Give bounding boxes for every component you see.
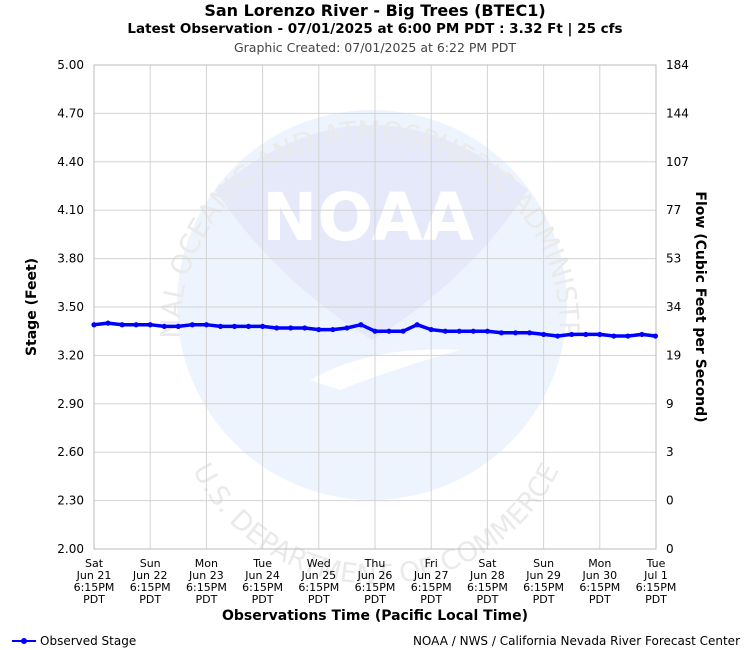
data-point — [105, 320, 111, 326]
data-point — [245, 323, 252, 329]
x-tick-label: Thu Jun 26 6:15PM PDT — [355, 557, 396, 606]
data-point — [555, 333, 561, 339]
data-point — [161, 323, 167, 329]
y2-tick-label: 0 — [666, 542, 674, 556]
y2-tick-label: 184 — [666, 58, 689, 72]
legend-label: Observed Stage — [40, 634, 137, 648]
data-point — [611, 333, 617, 339]
data-point — [231, 323, 238, 329]
y2-tick-label: 9 — [666, 397, 674, 411]
data-point — [189, 322, 195, 328]
y-tick-label: 4.10 — [57, 203, 84, 217]
x-tick-label: Mon Jun 30 6:15PM PDT — [579, 557, 620, 606]
y-tick-label: 3.20 — [57, 348, 84, 362]
y2-tick-label: 144 — [666, 106, 689, 120]
data-point — [119, 322, 125, 328]
x-axis: Sat Jun 21 6:15PM PDT Sun Jun 22 6:15PM PDT Mon J… — [74, 557, 677, 606]
data-point — [344, 325, 350, 331]
data-point — [541, 331, 547, 338]
y-tick-label: 2.90 — [57, 397, 84, 411]
data-point — [260, 323, 266, 329]
data-point — [652, 333, 659, 339]
x-tick-label: Tue Jul 1 6:15PM PDT — [636, 557, 677, 606]
noaa-watermark: NOAA NATIONAL OCEANIC AND ATMOSPHERIC AD… — [0, 0, 584, 591]
data-point — [274, 325, 280, 331]
y-tick-label: 2.30 — [57, 494, 84, 508]
data-point — [470, 328, 476, 334]
data-point — [597, 331, 603, 338]
latest-observation: Latest Observation - 07/01/2025 at 6:00 … — [127, 21, 623, 37]
data-point — [358, 322, 364, 328]
y-axis: 2.00 2.30 2.60 2.90 3.20 3.50 3.80 4.10 4.40 4.70… — [57, 58, 84, 556]
x-tick-label: Fri Jun 27 6:15PM PDT — [411, 557, 452, 606]
x-tick-label: Mon Jun 23 6:15PM PDT — [186, 557, 227, 606]
data-point — [512, 330, 519, 336]
data-point — [175, 323, 181, 329]
y2-tick-label: 34 — [666, 300, 681, 314]
y2-tick-label: 19 — [666, 348, 681, 362]
y2-tick-label: 0 — [666, 494, 674, 508]
data-point — [625, 333, 631, 339]
x-tick-label: Sun Jun 29 6:15PM PDT — [523, 557, 564, 606]
y-tick-label: 3.80 — [57, 252, 84, 266]
y-tick-label: 4.70 — [57, 106, 84, 120]
data-point — [372, 328, 378, 334]
data-point — [484, 328, 490, 334]
data-point — [569, 331, 575, 338]
y-tick-label: 2.60 — [57, 445, 84, 459]
y-tick-label: 4.40 — [57, 155, 84, 169]
grid — [93, 64, 657, 550]
y2-axis: 0 0 3 9 19 34 53 77 107 144 184 — [666, 58, 689, 556]
credit-text: NOAA / NWS / California Nevada River For… — [412, 634, 740, 648]
data-point — [91, 322, 97, 328]
noaa-logo-text: NOAA — [262, 179, 474, 256]
y-tick-label: 3.50 — [57, 300, 84, 314]
data-point — [414, 322, 420, 328]
x-tick-label: Wed Jun 25 6:15PM PDT — [298, 557, 339, 606]
y-tick-label: 2.00 — [57, 542, 84, 556]
data-point — [400, 328, 406, 334]
data-point — [442, 328, 448, 334]
y2-tick-label: 107 — [666, 155, 689, 169]
data-point — [639, 331, 645, 338]
x-tick-label: Tue Jun 24 6:15PM PDT — [242, 557, 283, 606]
y-tick-label: 5.00 — [57, 58, 84, 72]
graphic-created: Graphic Created: 07/01/2025 at 6:22 PM P… — [233, 40, 516, 55]
legend: Observed Stage — [12, 634, 136, 648]
chart-title: San Lorenzo River - Big Trees (BTEC1) — [204, 1, 546, 20]
data-point — [526, 330, 533, 336]
data-point — [288, 325, 294, 331]
data-point — [583, 331, 589, 338]
y2-tick-label: 3 — [666, 445, 674, 459]
data-point — [147, 322, 153, 328]
data-point — [302, 325, 308, 331]
data-point — [133, 322, 139, 328]
data-point — [203, 322, 209, 328]
data-point — [330, 326, 336, 333]
x-tick-label: Sun Jun 22 6:15PM PDT — [130, 557, 171, 606]
y-axis-label: Stage (Feet) — [24, 258, 40, 356]
data-point — [498, 330, 505, 336]
data-point — [386, 328, 392, 334]
x-axis-label: Observations Time (Pacific Local Time) — [222, 608, 528, 624]
y2-tick-label: 53 — [666, 252, 681, 266]
data-point — [316, 326, 322, 333]
series-observed-stage — [91, 320, 659, 339]
y2-axis-label: Flow (Cubic Feet per Second) — [692, 191, 708, 422]
x-tick-label: Sat Jun 21 6:15PM PDT — [74, 557, 115, 606]
data-point — [428, 326, 434, 333]
data-point — [456, 328, 462, 334]
stage-chart: NOAA NATIONAL OCEANIC AND ATMOSPHERIC AD… — [0, 0, 708, 624]
x-tick-label: Sat Jun 28 6:15PM PDT — [467, 557, 508, 606]
y2-tick-label: 77 — [666, 203, 681, 217]
data-point — [217, 323, 224, 329]
plot-frame — [93, 64, 657, 550]
legend-swatch — [12, 638, 36, 644]
